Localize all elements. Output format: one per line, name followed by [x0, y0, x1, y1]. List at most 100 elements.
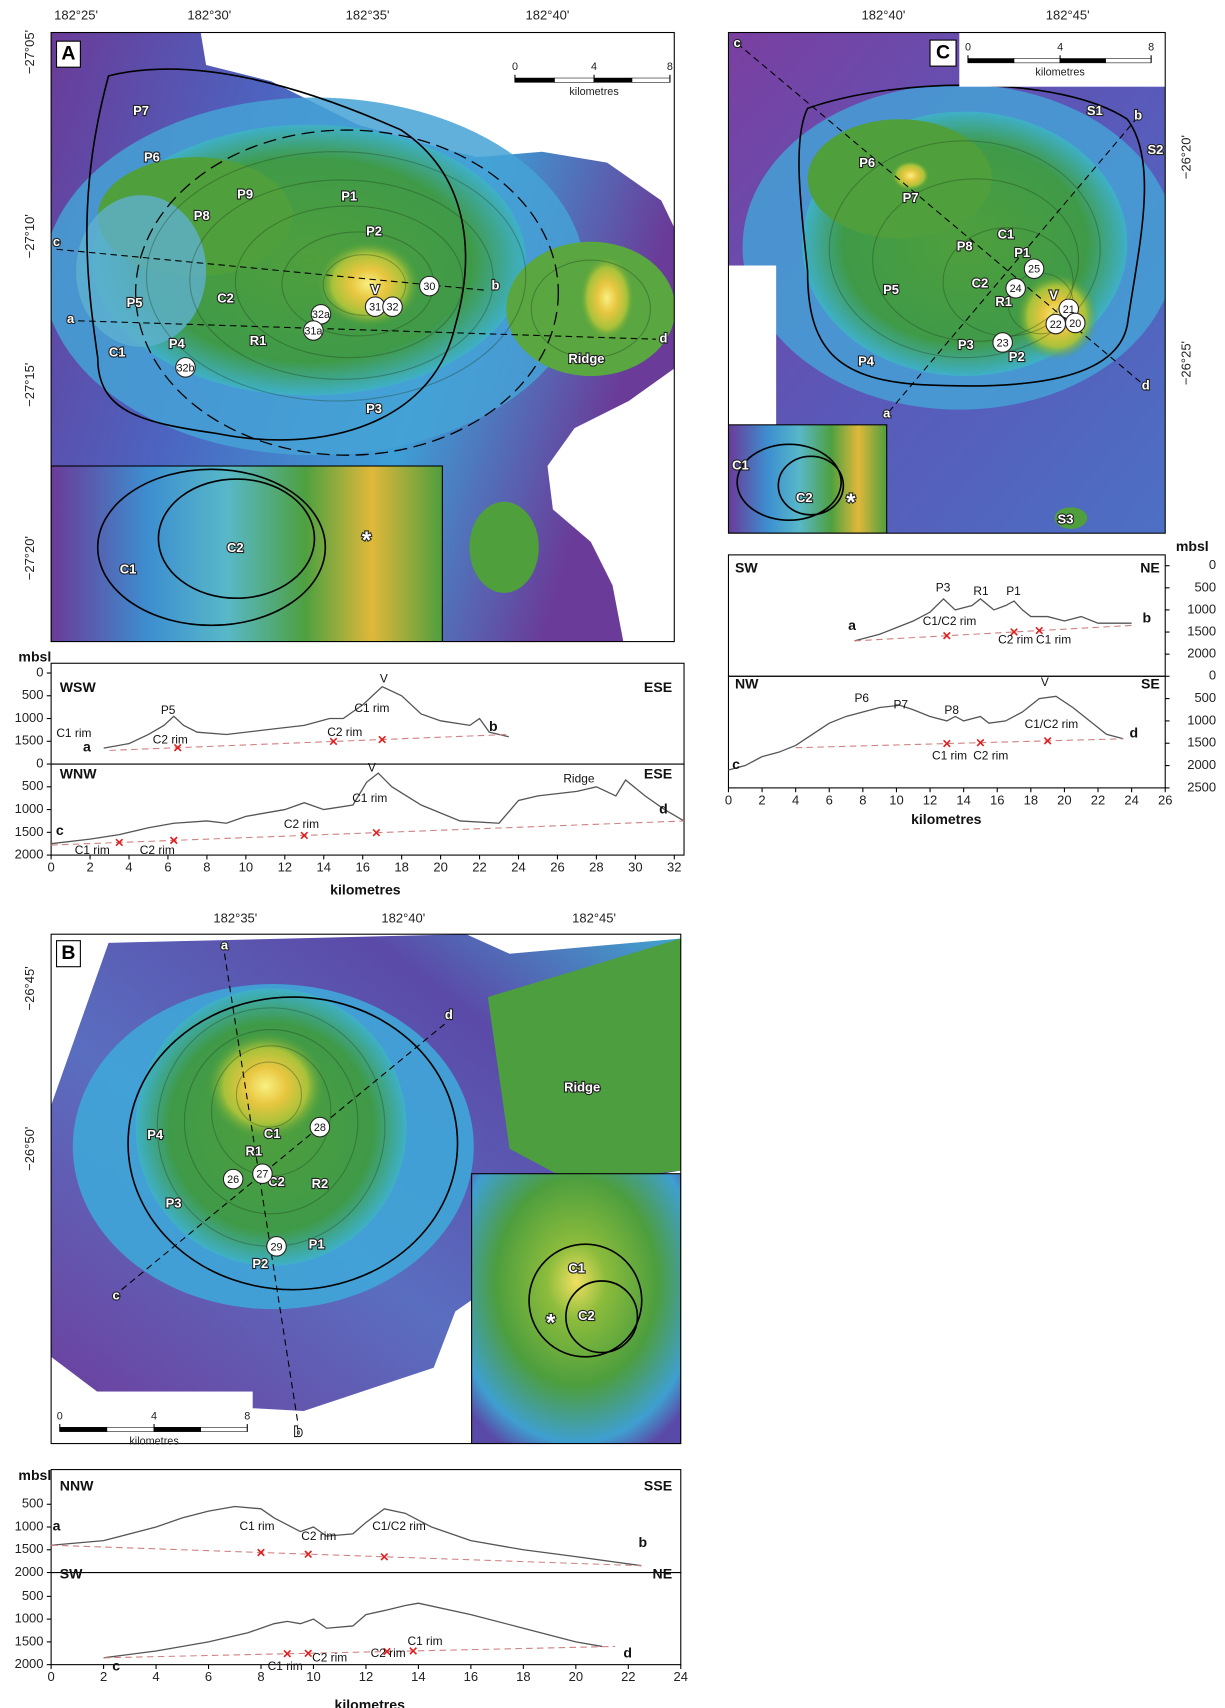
direction-label: SE — [1141, 676, 1160, 692]
map-label: P1 — [1014, 245, 1030, 260]
lon-tick-label: 182°35' — [346, 8, 390, 23]
annotation: P7 — [893, 698, 908, 712]
y-tick-label: 1000 — [15, 801, 44, 816]
scale-segment — [154, 1427, 201, 1431]
lat-tick-label: −27°15' — [22, 363, 37, 407]
lon-tick-label: 182°45' — [1046, 8, 1090, 23]
lat-tick-label: −26°45' — [22, 966, 37, 1010]
annotation: C1/C2 rim — [1025, 717, 1079, 731]
map-label: P5 — [127, 295, 143, 310]
profile-end-label: c — [112, 1658, 120, 1674]
y-tick-label: 1500 — [1187, 735, 1216, 750]
y-tick-label: 1000 — [15, 1518, 44, 1533]
annotation: V — [368, 761, 376, 775]
scale-unit: kilometres — [1035, 66, 1085, 78]
sample-label: 22 — [1050, 319, 1062, 331]
x-axis-label: kilometres — [335, 1697, 406, 1708]
scale-segment — [968, 59, 1014, 63]
x-tick-label: 32 — [667, 860, 681, 875]
baseline — [104, 1646, 616, 1657]
annotation: C1/C2 rim — [372, 1519, 426, 1533]
map-label: b — [491, 278, 499, 293]
map-label: Ridge — [564, 1080, 600, 1095]
x-axis-label: kilometres — [911, 811, 982, 827]
map-label: S2 — [1148, 142, 1164, 157]
profile-end-label: b — [639, 1534, 648, 1550]
scale-tick-label: 0 — [965, 42, 971, 54]
x-tick-label: 24 — [1124, 792, 1138, 807]
scale-segment — [1106, 59, 1152, 63]
y-tick-label: 2000 — [1187, 757, 1216, 772]
x-tick-label: 2 — [758, 792, 765, 807]
x-tick-label: 12 — [278, 860, 292, 875]
annotation: C2 rim — [140, 843, 175, 857]
annotation: P6 — [854, 691, 869, 705]
x-tick-label: 26 — [550, 860, 564, 875]
sample-label: 20 — [1069, 318, 1081, 330]
sample-label: 25 — [1028, 264, 1040, 276]
map-label: C2 — [217, 291, 234, 306]
lon-tick-label: 182°40' — [526, 8, 570, 23]
annotation: C1 rim — [932, 749, 967, 763]
y-tick-label: 1000 — [15, 710, 44, 725]
sample-label: 24 — [1010, 283, 1022, 295]
annotation: C1 rim — [1036, 633, 1071, 647]
x-axis-label: kilometres — [330, 882, 401, 898]
y-tick-label: 500 — [1194, 690, 1216, 705]
x-tick-label: 14 — [411, 1669, 425, 1684]
x-tick-label: 6 — [826, 792, 833, 807]
y-axis-label: mbsl — [18, 1467, 51, 1483]
annotation: C2 rim — [312, 1650, 347, 1664]
panel-letter: A — [61, 42, 75, 64]
map-label: P4 — [147, 1127, 164, 1142]
scale-tick-label: 8 — [244, 1410, 250, 1422]
x-tick-label: 16 — [464, 1669, 478, 1684]
direction-label: WNW — [60, 766, 97, 782]
x-tick-label: 0 — [725, 792, 732, 807]
y-axis-label: mbsl — [1176, 538, 1209, 554]
map-label: P8 — [194, 208, 210, 223]
lon-tick-label: 182°30' — [187, 8, 231, 23]
map-label: S1 — [1087, 103, 1103, 118]
lon-tick-label: 182°35' — [213, 910, 257, 925]
sample-label: 31 — [369, 302, 381, 314]
annotation: V — [1041, 675, 1049, 689]
lat-tick-label: −26°25' — [1178, 341, 1193, 385]
x-tick-label: 6 — [164, 860, 171, 875]
inset-label: C2 — [578, 1308, 595, 1323]
x-tick-label: 0 — [47, 1669, 54, 1684]
scale-tick-label: 8 — [1148, 42, 1154, 54]
map-label: P2 — [1009, 349, 1025, 364]
annotation: C1 rim — [352, 791, 387, 805]
profile-end-label: c — [56, 822, 64, 838]
profile-end-label: a — [848, 617, 856, 633]
annotation: C1 rim — [75, 843, 110, 857]
map-label: C1 — [998, 227, 1015, 242]
x-tick-label: 18 — [394, 860, 408, 875]
x-tick-label: 18 — [516, 1669, 530, 1684]
annotation: C1 rim — [56, 726, 91, 740]
scale-segment — [1060, 59, 1106, 63]
sample-label: 23 — [997, 337, 1009, 349]
page: {"panels": [ {"letter": "A", "lon_ticks"… — [0, 0, 1225, 1708]
y-tick-label: 2000 — [1187, 646, 1216, 661]
y-tick-label: 1500 — [15, 1633, 44, 1648]
map-label: C2 — [972, 275, 989, 290]
y-tick-label: 0 — [36, 664, 43, 679]
y-tick-label: 2500 — [1187, 779, 1216, 794]
profile-line — [51, 1507, 641, 1566]
sample-label: 32b — [176, 362, 194, 374]
annotation: C2 rim — [371, 1646, 406, 1660]
scale-segment — [60, 1427, 107, 1431]
map-label: d — [445, 1007, 453, 1022]
map-label: P1 — [341, 189, 357, 204]
x-tick-label: 26 — [1158, 792, 1172, 807]
panel-letter: B — [61, 942, 75, 964]
lon-tick-label: 182°25' — [54, 8, 98, 23]
x-tick-label: 20 — [569, 1669, 583, 1684]
inset-label: C2 — [796, 490, 813, 505]
x-tick-label: 4 — [792, 792, 799, 807]
baseline — [796, 739, 1124, 748]
annotation: C2 rim — [284, 817, 319, 831]
map-label: P7 — [133, 103, 149, 118]
